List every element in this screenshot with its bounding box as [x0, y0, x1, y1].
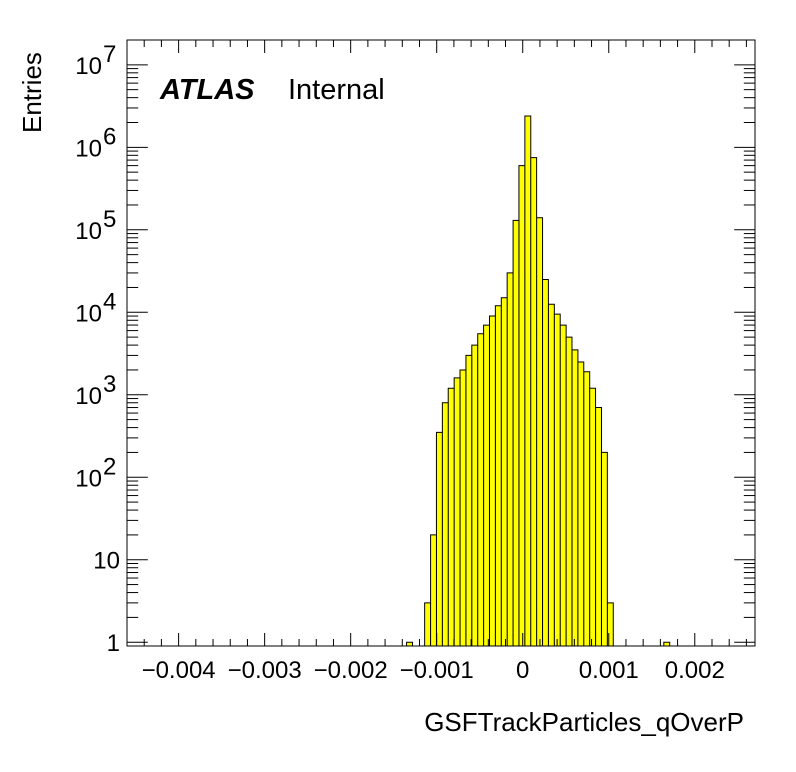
x-tick-label: −0.002 — [314, 657, 388, 684]
x-tick-label: −0.003 — [228, 657, 302, 684]
histogram-bin — [572, 349, 578, 646]
histogram-bin — [524, 115, 531, 647]
axis-ticks — [126, 39, 755, 647]
histogram-bin — [483, 325, 490, 646]
histogram-bin — [495, 305, 502, 646]
histogram-bin — [460, 369, 466, 646]
y-tick-label: 10 — [93, 548, 120, 575]
histogram-bin — [477, 333, 484, 646]
histogram-bin — [489, 316, 496, 646]
atlas-label: ATLAS — [159, 74, 255, 106]
internal-label: Internal — [288, 74, 385, 106]
histogram-bin — [577, 361, 584, 646]
histogram-bin — [601, 452, 608, 646]
histogram-bin — [513, 220, 519, 646]
histogram-bin — [589, 388, 596, 646]
histogram-bin — [424, 602, 431, 646]
histogram-bin — [554, 314, 561, 646]
y-tick-label: 10 — [75, 218, 102, 245]
y-tick-label: 10 — [75, 135, 102, 162]
x-tick-label: −0.004 — [142, 657, 216, 684]
histogram-bin — [448, 388, 455, 646]
y-tick-exponent: 4 — [103, 288, 116, 315]
histogram-bin — [530, 157, 537, 646]
histogram-bin — [465, 355, 472, 646]
y-tick-exponent: 5 — [103, 206, 116, 233]
y-tick-label: 10 — [75, 53, 102, 80]
histogram-bin — [471, 345, 478, 646]
histogram-bin — [406, 642, 413, 646]
y-tick-label: 10 — [75, 300, 102, 327]
histogram-bin — [501, 297, 508, 646]
histogram-bin — [442, 402, 449, 646]
x-tick-labels: −0.004 −0.003 −0.002 −0.001 0 0.001 0.002 — [142, 657, 725, 684]
y-tick-exponent: 7 — [103, 41, 116, 68]
histogram-bins — [406, 115, 671, 647]
y-tick-exponent: 2 — [103, 453, 116, 480]
histogram-bin — [607, 602, 614, 646]
histogram-bin — [536, 217, 543, 646]
y-axis-title: Entries — [17, 52, 47, 133]
histogram-bin — [518, 165, 525, 647]
histogram-bin — [663, 642, 670, 646]
histogram-bin — [583, 371, 590, 646]
y-tick-exponent: 6 — [103, 123, 116, 150]
histogram-bin — [454, 377, 461, 646]
histogram-bin — [542, 279, 549, 646]
y-tick-label: 1 — [107, 630, 120, 657]
plot-frame — [126, 39, 756, 647]
histogram-outline — [406, 115, 671, 646]
x-tick-label: −0.001 — [400, 657, 474, 684]
histogram-bin — [430, 534, 437, 646]
x-tick-label: 0.001 — [579, 657, 639, 684]
histogram-bin — [595, 407, 602, 646]
histogram-bin — [436, 432, 443, 646]
y-tick-label: 10 — [75, 465, 102, 492]
y-tick-label: 10 — [75, 383, 102, 410]
histogram-bin — [560, 325, 567, 646]
histogram-bin — [507, 272, 514, 646]
y-tick-exponent: 3 — [103, 371, 116, 398]
x-axis-title: GSFTrackParticles_qOverP — [424, 707, 744, 737]
x-tick-label: 0.002 — [665, 657, 725, 684]
histogram-bin — [566, 337, 572, 646]
x-tick-label: 0 — [516, 657, 529, 684]
histogram-bin — [548, 304, 555, 646]
